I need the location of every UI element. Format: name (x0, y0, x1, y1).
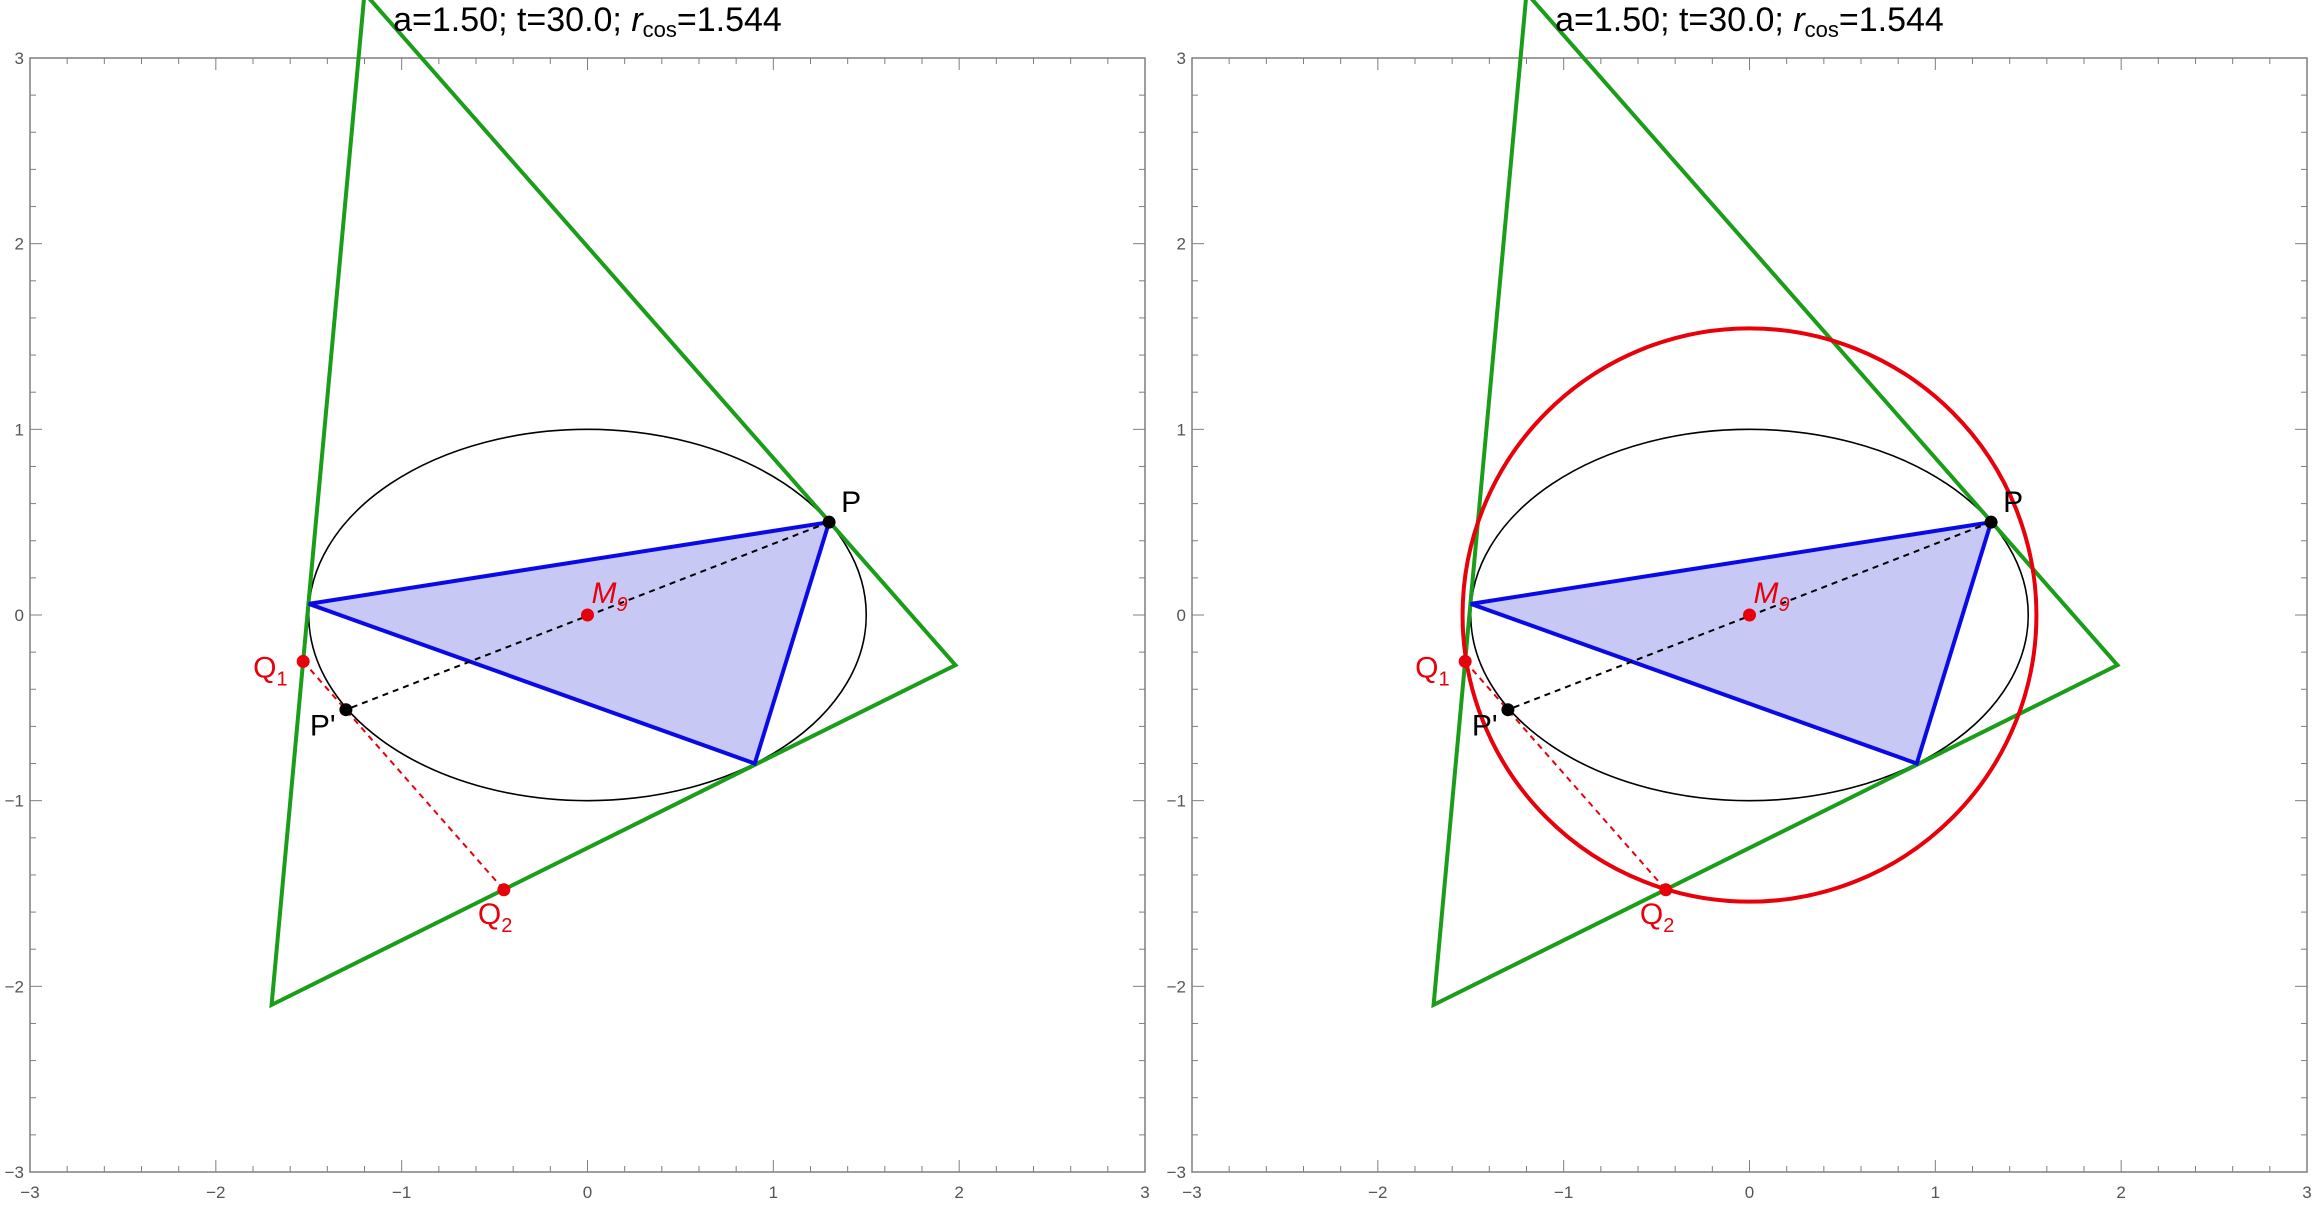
y-tick-label: −3 (1167, 1163, 1186, 1182)
x-tick-label: −3 (1182, 1183, 1201, 1202)
title-r-subscript: cos (642, 17, 677, 42)
label-pprime: P' (310, 710, 336, 743)
x-tick-label: −2 (1368, 1183, 1387, 1202)
red-circle (1460, 326, 2039, 904)
blue-triangle (308, 519, 832, 767)
label-pprime: P' (1472, 710, 1498, 743)
x-tick-label: −2 (206, 1183, 225, 1202)
dashed-line-ppprime (345, 521, 830, 711)
x-tick-label: −3 (20, 1183, 39, 1202)
title-r-subscript: cos (1804, 17, 1839, 42)
dashed-line-ppprime (1507, 521, 1992, 711)
y-tick-label: 2 (1177, 235, 1186, 254)
y-tick-label: −2 (1167, 977, 1186, 996)
x-tick-label: −1 (392, 1183, 411, 1202)
point-q1 (296, 654, 310, 668)
y-tick-label: −3 (5, 1163, 24, 1182)
label-q1: Q1 (1415, 651, 1449, 690)
plot-right: −3−3 −2 −2 −1 −1 0 0 1 1 2 2 3 3 P P' M9 Q1 Q2 (1167, 0, 2312, 1202)
green-triangle (269, 0, 959, 1009)
y-tick-label: 3 (15, 49, 24, 68)
x-tick-label: 3 (2302, 1183, 2311, 1202)
point-q1 (1458, 654, 1472, 668)
label-q1: Q1 (253, 651, 287, 690)
title-r-symbol: r (1793, 1, 1805, 39)
x-tick-label: −1 (1554, 1183, 1573, 1202)
label-p: P (841, 486, 861, 519)
dashed-line-q1q2 (302, 660, 505, 891)
y-tick-label: −1 (5, 792, 24, 811)
y-tick-label: 1 (15, 420, 24, 439)
blue-triangle (1470, 519, 1994, 767)
title-r-value: =1.544 (676, 1, 782, 39)
y-tick-label: −2 (5, 977, 24, 996)
point-q2 (497, 883, 511, 897)
label-m9: M9 (1754, 577, 1790, 616)
point-m9 (1743, 608, 1756, 622)
title-r-value: =1.544 (1838, 1, 1944, 39)
y-tick-label: 2 (15, 235, 24, 254)
x-tick-label: 0 (583, 1183, 592, 1202)
dashed-line-q1q2 (1464, 660, 1667, 891)
x-tick-label: 3 (1140, 1183, 1149, 1202)
label-p: P (2003, 486, 2023, 519)
y-tick-label: 3 (1177, 49, 1186, 68)
point-m9 (581, 608, 594, 622)
point-p (1984, 515, 1998, 529)
green-triangle (1431, 0, 2121, 1009)
point-pprime (339, 703, 353, 717)
plot-left: −3−3 −2 −2 −1 −1 0 0 1 1 2 2 3 3 P P' M9 Q1 Q2 (5, 0, 1150, 1202)
x-tick-label: 2 (954, 1183, 963, 1202)
label-m9: M9 (592, 577, 628, 616)
point-q2 (1659, 883, 1673, 897)
y-tick-label: 0 (1177, 606, 1186, 625)
label-q2: Q2 (478, 898, 512, 937)
title-params: a=1.50; t=30.0; (1555, 1, 1794, 39)
point-p (822, 515, 836, 529)
y-tick-label: 1 (1177, 420, 1186, 439)
y-tick-label: −1 (1167, 792, 1186, 811)
panel-left: −3 −3 −2 −2 −1 −1 0 0 1 1 2 2 3 3 P P' M9 Q1 Q2 a=1.50; t=… (5, 0, 1150, 1202)
x-tick-label: 2 (2116, 1183, 2125, 1202)
point-pprime (1501, 703, 1515, 717)
x-tick-label: 0 (1745, 1183, 1754, 1202)
panel-title: a=1.50; t=30.0; rcos=1.544 (1192, 0, 2307, 42)
x-tick-label: 1 (769, 1183, 778, 1202)
y-tick-label: 0 (15, 606, 24, 625)
title-params: a=1.50; t=30.0; (393, 1, 632, 39)
panel-title: a=1.50; t=30.0; rcos=1.544 (30, 0, 1145, 42)
x-tick-label: 1 (1931, 1183, 1940, 1202)
label-q2: Q2 (1640, 898, 1674, 937)
title-r-symbol: r (631, 1, 643, 39)
panel-right: −3 −3 −2 −2 −1 −1 0 0 1 1 2 2 3 3 P P' M9 Q1 Q2 a=1.50; t=… (1162, 0, 2324, 1206)
